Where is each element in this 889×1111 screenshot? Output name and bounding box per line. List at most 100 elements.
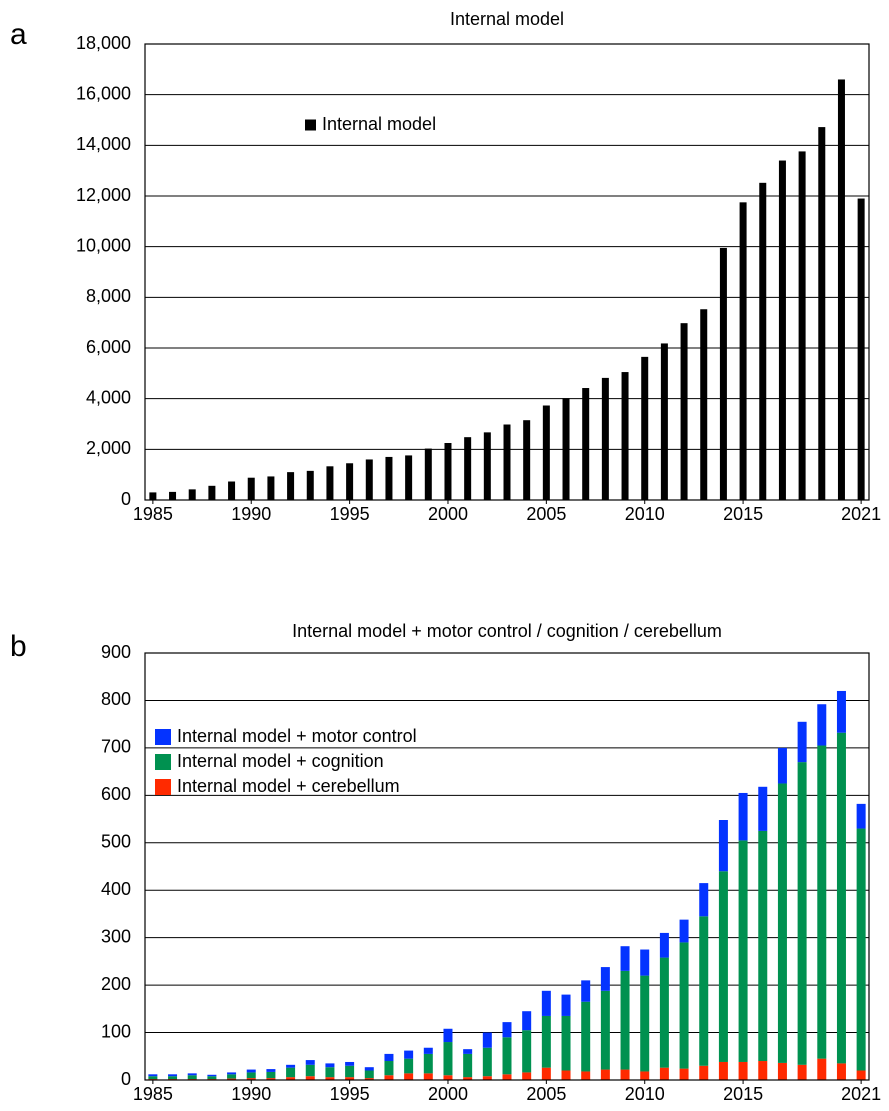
bar [836,732,846,1064]
bar [718,1061,728,1080]
bar [601,377,609,500]
bar [482,1032,492,1048]
bar [502,1074,512,1080]
bar [424,448,432,500]
bar [148,1076,158,1080]
bar [738,1061,748,1080]
bar [325,1063,335,1068]
bar [679,942,689,1069]
bar [384,1053,394,1062]
bar [836,1063,846,1080]
x-tick-label: 2010 [625,504,665,524]
bar [679,1068,689,1080]
legend-swatch [155,779,171,795]
x-tick-label: 2021 [841,1084,881,1104]
y-tick-label: 0 [121,1069,131,1089]
bar [405,455,413,500]
bar [305,1064,315,1077]
bar [738,792,748,841]
x-tick-label: 2000 [428,1084,468,1104]
bar [561,1070,571,1080]
bar [246,1078,256,1080]
bar [759,182,767,500]
bar [364,1070,374,1079]
y-tick-label: 200 [101,974,131,994]
bar [818,127,826,501]
bar [345,1065,355,1078]
bar [385,456,393,500]
bar [581,1001,591,1072]
legend-swatch [305,119,316,131]
bar [541,1015,551,1068]
bar [640,1071,650,1080]
bar [581,980,591,1002]
bar [522,1011,532,1031]
bar [758,786,768,831]
bar [444,443,452,500]
bar [699,916,709,1066]
bar [187,1075,197,1080]
bar [837,79,845,500]
bar [286,1067,296,1078]
bar [758,1061,768,1080]
y-tick-label: 8,000 [86,286,131,306]
chart-title: Internal model [450,9,564,29]
bar [246,1072,256,1079]
bar [464,437,472,500]
bar [482,1076,492,1080]
bar [836,690,846,733]
bar [700,309,708,500]
bar [227,1078,237,1080]
bar [641,356,649,500]
bar [699,1065,709,1080]
legend-label: Internal model + cognition [177,751,384,771]
bar [423,1073,433,1080]
y-tick-label: 10,000 [76,235,131,255]
y-tick-label: 2,000 [86,438,131,458]
y-tick-label: 600 [101,784,131,804]
bar [719,247,727,500]
bar [738,840,748,1062]
bar [600,990,610,1070]
bar [562,398,570,500]
legend-swatch [155,754,171,770]
bar [582,388,590,500]
bar [227,1072,237,1075]
bar [777,1062,787,1080]
bar [266,1078,276,1080]
bar [620,946,630,971]
bar [404,1050,414,1059]
bar [798,151,806,500]
x-tick-label: 2021 [841,504,881,524]
bar [503,424,511,500]
bar [660,343,668,500]
plot-frame [144,652,870,1081]
bar [463,1053,473,1078]
bar [443,1042,453,1076]
bar [856,828,866,1071]
bar [404,1073,414,1080]
y-tick-label: 16,000 [76,83,131,103]
y-tick-label: 12,000 [76,185,131,205]
bar [640,949,650,976]
y-tick-label: 100 [101,1021,131,1041]
chart-title: Internal model + motor control / cogniti… [292,621,722,641]
bar [620,1069,630,1080]
x-tick-label: 2015 [723,1084,763,1104]
bar [306,470,314,500]
bar [482,1047,492,1077]
bar [699,883,709,917]
bar [149,492,157,500]
x-tick-label: 1990 [231,504,271,524]
y-tick-label: 500 [101,832,131,852]
bar [346,463,354,500]
bar [502,1022,512,1038]
legend-label: Internal model [322,114,436,134]
bar [680,323,688,500]
x-tick-label: 1985 [133,1084,173,1104]
bar [187,1073,197,1076]
plot-frame [144,43,870,501]
y-tick-label: 18,000 [76,33,131,53]
bar [423,1047,433,1054]
